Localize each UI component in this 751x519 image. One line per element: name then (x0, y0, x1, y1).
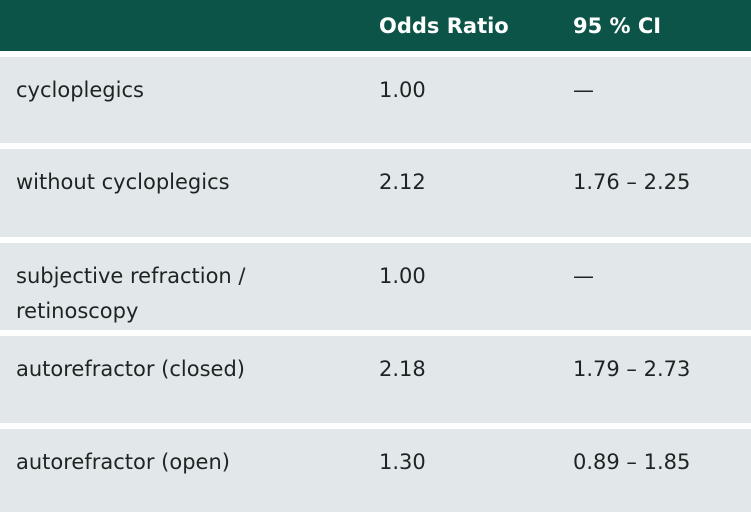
row-label: autorefractor (open) (16, 450, 230, 474)
row-label: cycloplegics (16, 78, 144, 102)
row-ci: — (573, 264, 594, 288)
row-odds-ratio: 1.00 (379, 264, 426, 288)
table-row: cycloplegics 1.00 — (0, 57, 751, 143)
row-ci: 0.89 – 1.85 (573, 450, 691, 474)
row-ci: 1.76 – 2.25 (573, 170, 691, 194)
table-row: subjective refraction / retinoscopy 1.00… (0, 243, 751, 330)
row-ci: 1.79 – 2.73 (573, 357, 691, 381)
table-header: Odds Ratio 95 % CI (0, 0, 751, 51)
row-label: subjective refraction / retinoscopy (16, 264, 246, 323)
row-label: without cycloplegics (16, 170, 230, 194)
table-row: without cycloplegics 2.12 1.76 – 2.25 (0, 149, 751, 237)
table-row: autorefractor (closed) 2.18 1.79 – 2.73 (0, 336, 751, 423)
header-ci: 95 % CI (573, 13, 662, 38)
row-ci: — (573, 78, 594, 102)
row-odds-ratio: 1.30 (379, 450, 426, 474)
row-odds-ratio: 2.12 (379, 170, 426, 194)
table-row: autorefractor (open) 1.30 0.89 – 1.85 (0, 429, 751, 512)
header-odds-ratio: Odds Ratio (379, 13, 509, 38)
row-label: autorefractor (closed) (16, 357, 245, 381)
row-odds-ratio: 2.18 (379, 357, 426, 381)
row-odds-ratio: 1.00 (379, 78, 426, 102)
